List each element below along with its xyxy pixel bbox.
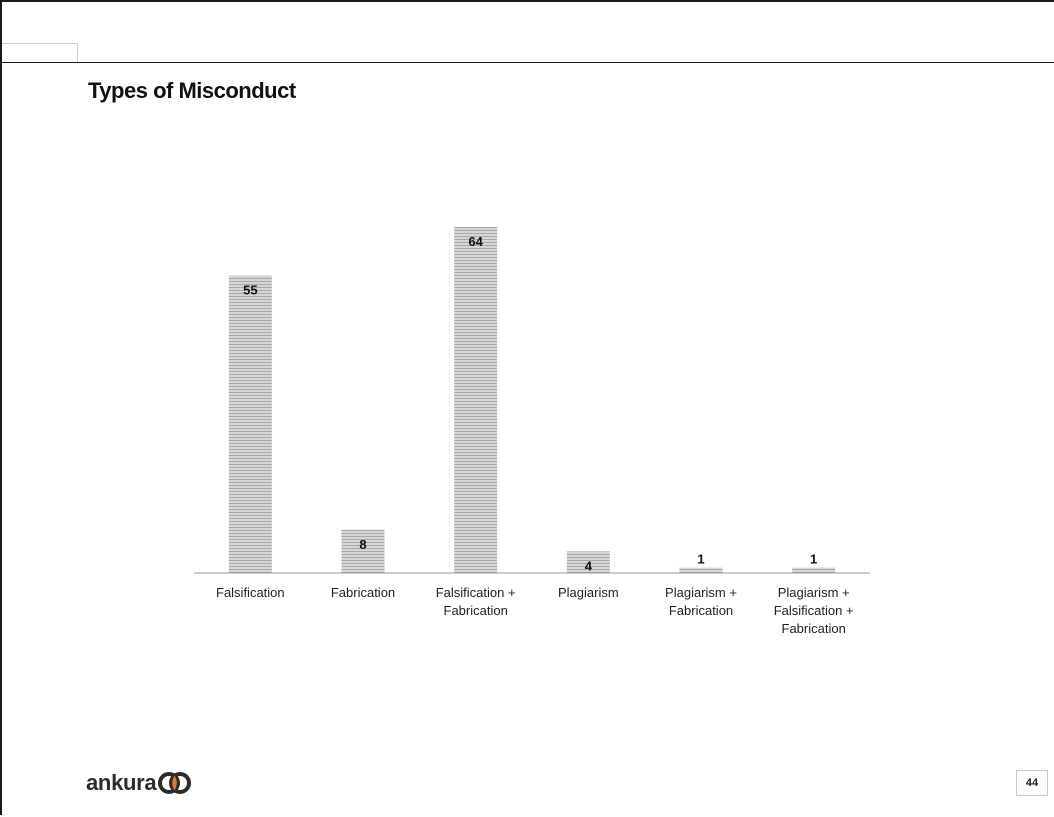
page-title: Types of Misconduct <box>88 78 296 103</box>
category-label-4: Plagiarism + Fabrication <box>665 585 737 618</box>
ankura-logo-icon <box>158 772 192 794</box>
data-label-2: 64 <box>468 234 483 249</box>
bar-4 <box>679 567 723 573</box>
bar-2 <box>454 227 498 573</box>
data-label-3: 4 <box>585 558 593 573</box>
data-label-1: 8 <box>359 537 366 552</box>
header-divider <box>2 62 1054 63</box>
page-number: 44 <box>1016 770 1048 796</box>
bar-1 <box>341 529 385 573</box>
logo-text: ankura <box>86 770 157 795</box>
data-label-5: 1 <box>810 552 817 567</box>
bar-5 <box>792 567 836 573</box>
category-label-3: Plagiarism <box>558 585 619 600</box>
category-label-2: Falsification + Fabrication <box>436 585 516 618</box>
header-tab <box>2 43 78 62</box>
bar-0 <box>228 275 272 573</box>
category-label-1: Fabrication <box>331 585 395 600</box>
data-label-4: 1 <box>697 552 704 567</box>
ankura-logo: ankura <box>86 768 192 798</box>
category-label-5: Plagiarism + Falsification + Fabrication <box>774 585 854 636</box>
bar-3 <box>566 551 610 573</box>
data-label-0: 55 <box>243 283 257 298</box>
category-label-0: Falsification <box>216 585 285 600</box>
